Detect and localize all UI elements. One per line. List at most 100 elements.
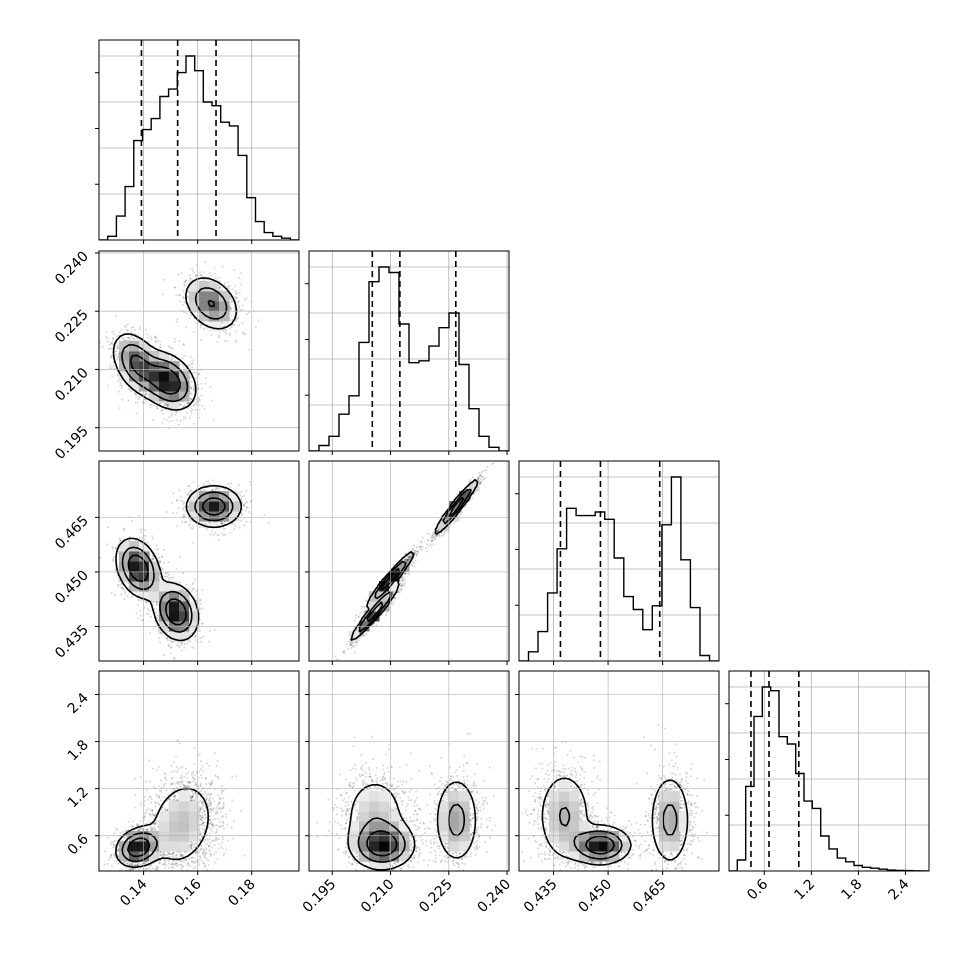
sample-point bbox=[233, 324, 235, 326]
sample-point bbox=[149, 404, 151, 406]
sample-point bbox=[137, 604, 139, 606]
sample-point bbox=[186, 402, 188, 404]
sample-point bbox=[176, 512, 178, 514]
sample-point bbox=[230, 483, 232, 485]
sample-point bbox=[156, 337, 158, 339]
sample-point bbox=[163, 405, 165, 407]
density-cell bbox=[149, 371, 160, 382]
sample-point bbox=[195, 399, 197, 401]
sample-point bbox=[195, 409, 197, 411]
sample-point bbox=[102, 346, 104, 348]
sample-point bbox=[201, 637, 203, 639]
sample-point bbox=[178, 647, 180, 649]
sample-point bbox=[160, 567, 162, 569]
sample-point bbox=[227, 287, 229, 289]
sample-point bbox=[106, 338, 108, 340]
sample-point bbox=[193, 385, 195, 387]
sample-point bbox=[121, 387, 123, 389]
sample-point bbox=[161, 402, 163, 404]
sample-point bbox=[172, 420, 174, 422]
sample-point bbox=[128, 388, 130, 390]
sample-point bbox=[230, 307, 232, 309]
sample-point bbox=[124, 340, 126, 342]
sample-point bbox=[135, 402, 137, 404]
sample-point bbox=[167, 403, 169, 405]
sample-point bbox=[203, 483, 205, 485]
density-cell bbox=[209, 321, 220, 332]
sample-point bbox=[242, 331, 244, 333]
sample-point bbox=[229, 334, 231, 336]
sample-point bbox=[185, 327, 187, 329]
sample-point bbox=[190, 641, 192, 643]
sample-point bbox=[183, 290, 185, 292]
sample-point bbox=[158, 557, 160, 559]
sample-point bbox=[231, 315, 233, 317]
sample-point bbox=[183, 416, 185, 418]
sample-point bbox=[120, 382, 122, 384]
sample-point bbox=[242, 496, 244, 498]
sample-point bbox=[176, 321, 178, 323]
sample-point bbox=[171, 359, 173, 361]
sample-point bbox=[182, 508, 184, 510]
sample-point bbox=[146, 334, 148, 336]
sample-point bbox=[199, 370, 201, 372]
sample-point bbox=[107, 544, 109, 546]
sample-point bbox=[141, 537, 143, 539]
sample-point bbox=[206, 524, 208, 526]
sample-point bbox=[176, 419, 178, 421]
sample-point bbox=[268, 522, 270, 524]
sample-point bbox=[138, 515, 140, 517]
sample-point bbox=[122, 337, 124, 339]
sample-point bbox=[199, 417, 201, 419]
sample-point bbox=[193, 423, 195, 425]
sample-point bbox=[109, 344, 111, 346]
sample-point bbox=[200, 608, 202, 610]
sample-point bbox=[193, 331, 195, 333]
sample-point bbox=[132, 338, 134, 340]
sample-point bbox=[205, 523, 207, 525]
sample-point bbox=[126, 329, 128, 331]
sample-point bbox=[122, 528, 124, 530]
sample-point bbox=[121, 385, 123, 387]
sample-point bbox=[127, 324, 129, 326]
sample-point bbox=[246, 521, 248, 523]
sample-point bbox=[156, 609, 158, 611]
sample-point bbox=[236, 340, 238, 342]
sample-point bbox=[152, 538, 154, 540]
sample-point bbox=[241, 491, 243, 493]
sample-point bbox=[156, 545, 158, 547]
sample-point bbox=[156, 602, 158, 604]
sample-point bbox=[182, 509, 184, 511]
sample-point bbox=[134, 329, 136, 331]
sample-point bbox=[200, 324, 202, 326]
sample-point bbox=[110, 348, 112, 350]
sample-point bbox=[182, 304, 184, 306]
sample-point bbox=[187, 407, 189, 409]
sample-point bbox=[112, 559, 114, 561]
density-cell bbox=[159, 371, 170, 382]
sample-point bbox=[189, 274, 191, 276]
sample-point bbox=[120, 330, 122, 332]
sample-point bbox=[195, 590, 197, 592]
sample-point bbox=[117, 356, 119, 358]
sample-point bbox=[163, 413, 165, 415]
sample-point bbox=[240, 309, 242, 311]
sample-point bbox=[184, 281, 186, 283]
sample-point bbox=[116, 345, 118, 347]
sample-point bbox=[169, 416, 171, 418]
sample-point bbox=[113, 365, 115, 367]
sample-point bbox=[123, 589, 125, 591]
sample-point bbox=[200, 274, 202, 276]
sample-point bbox=[246, 298, 248, 300]
sample-point bbox=[157, 340, 159, 342]
sample-point bbox=[233, 269, 235, 271]
sample-point bbox=[192, 270, 194, 272]
sample-point bbox=[169, 421, 171, 423]
sample-point bbox=[108, 348, 110, 350]
sample-point bbox=[222, 266, 224, 268]
sample-point bbox=[180, 496, 182, 498]
sample-point bbox=[195, 579, 197, 581]
sample-point bbox=[193, 582, 195, 584]
sample-point bbox=[181, 521, 183, 523]
